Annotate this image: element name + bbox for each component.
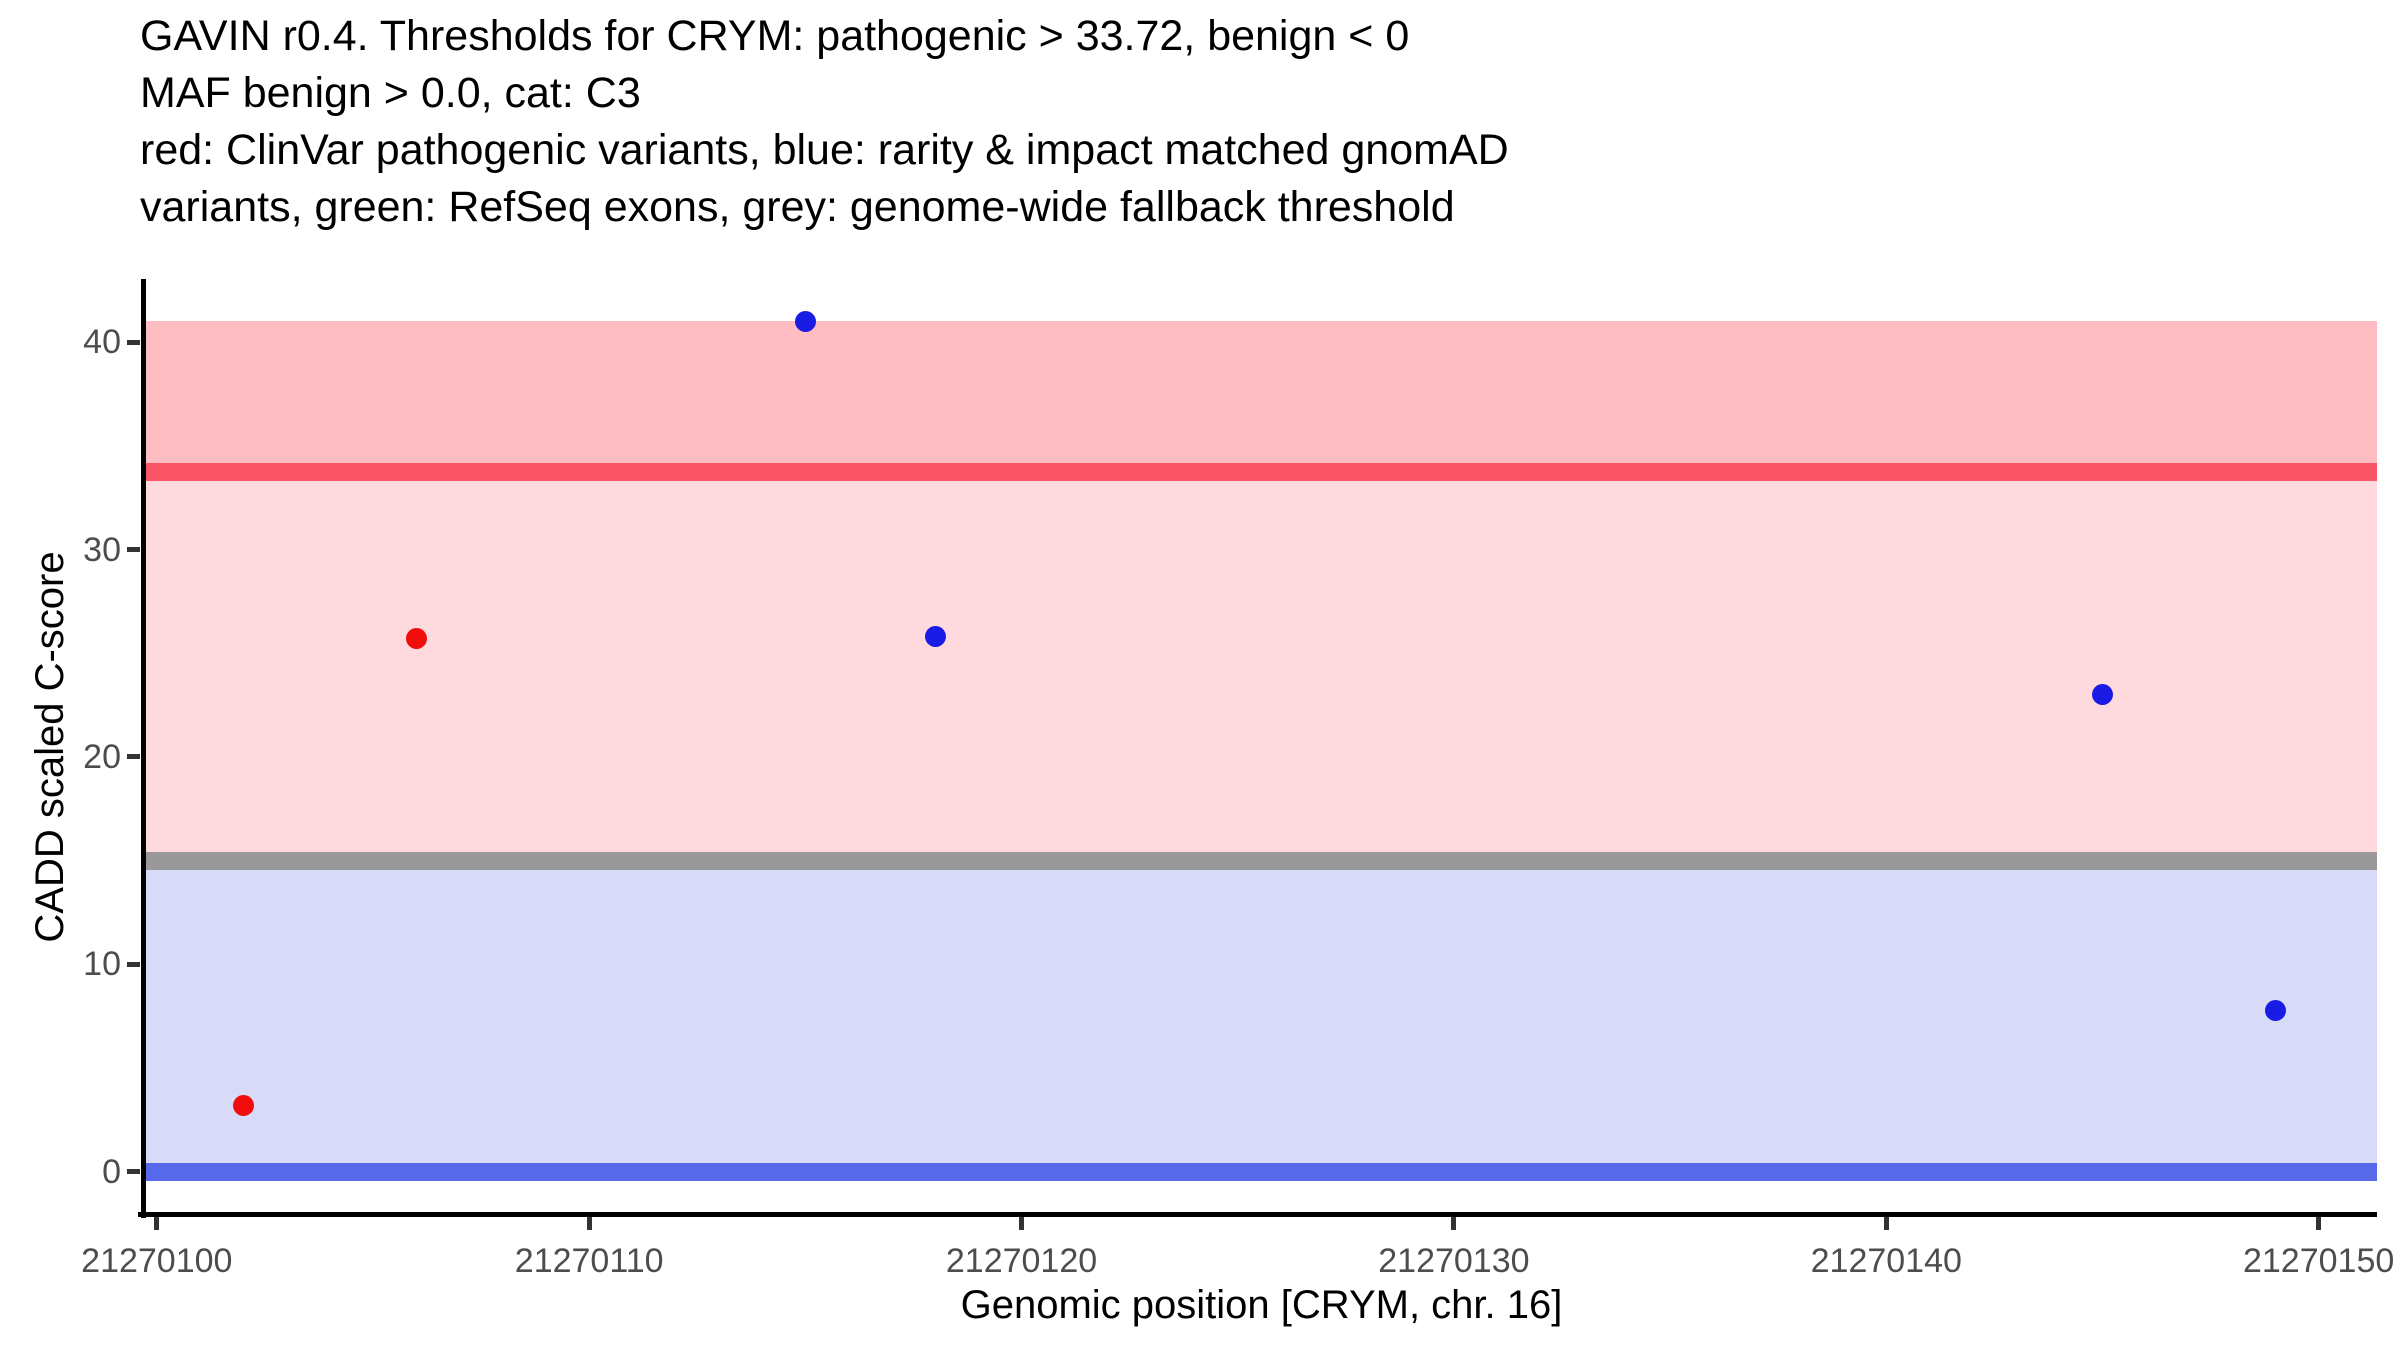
gnomad-matched-variant-point [2091,684,2113,706]
plot-title: GAVIN r0.4. Thresholds for CRYM: pathoge… [140,8,1509,236]
plot-title-line-1: GAVIN r0.4. Thresholds for CRYM: pathoge… [140,12,1410,60]
genome-wide-fallback-threshold-line [146,851,2377,870]
pathogenic-region-band [146,321,2377,473]
y-tick-label: 30 [83,530,121,569]
benign-region-band [146,860,2377,1172]
y-tick-label: 20 [83,737,121,776]
benign-threshold-line [146,1162,2377,1181]
plot-title-line-3: red: ClinVar pathogenic variants, blue: … [140,126,1509,174]
plot-title-line-4: variants, green: RefSeq exons, grey: gen… [140,183,1455,231]
plot-title-line-2: MAF benign > 0.0, cat: C3 [140,69,641,117]
gnomad-matched-variant-point [924,626,946,648]
clinvar-pathogenic-variant-point [232,1094,254,1116]
pathogenic-threshold-line [146,463,2377,482]
x-tick-mark [154,1217,160,1230]
y-tick-label: 40 [83,323,121,362]
x-axis-title: Genomic position [CRYM, chr. 16] [960,1283,1563,1327]
x-tick-label: 21270150 [2242,1242,2395,1280]
y-tick-mark [127,339,140,345]
x-tick-mark [1451,1217,1457,1230]
y-tick-label: 10 [83,945,121,984]
x-tick-label: 21270110 [514,1242,664,1280]
y-axis-title: CADD scaled C-score [28,551,72,943]
x-tick-mark [1883,1217,1889,1230]
clinvar-pathogenic-variant-point [405,628,427,650]
x-tick-label: 21270130 [1378,1242,1530,1280]
y-tick-label: 0 [102,1152,121,1191]
x-tick-mark [1019,1217,1025,1230]
y-tick-mark [127,754,140,760]
vous-region-band [146,472,2377,861]
y-axis-line [140,279,146,1218]
gnomad-matched-variant-point [2264,999,2286,1021]
y-tick-mark [127,1169,140,1175]
gnomad-matched-variant-point [794,310,816,332]
y-tick-mark [127,547,140,552]
x-tick-label: 21270120 [945,1242,1098,1280]
x-tick-label: 21270140 [1810,1242,1962,1280]
x-tick-mark [586,1217,592,1230]
x-tick-label: 21270100 [81,1242,233,1280]
x-axis-line [138,1212,2377,1217]
y-tick-mark [127,961,140,967]
x-tick-mark [2316,1217,2322,1230]
